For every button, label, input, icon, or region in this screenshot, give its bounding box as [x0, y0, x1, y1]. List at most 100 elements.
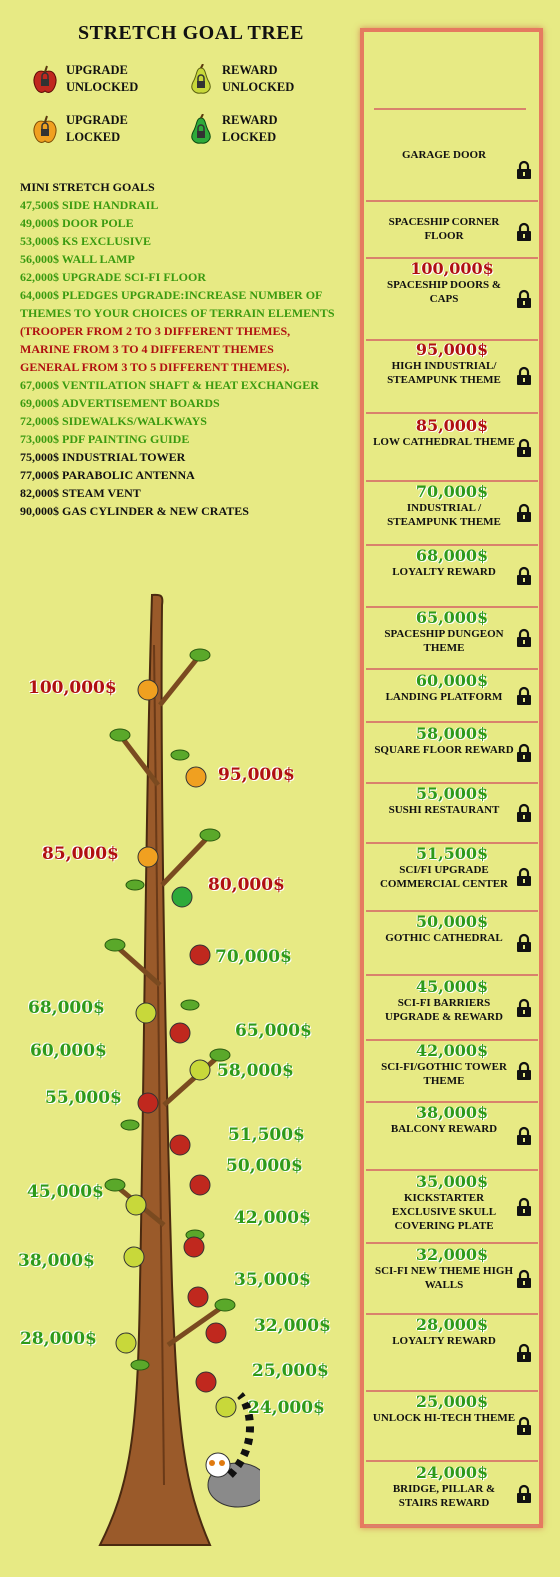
- goal-row: 70,000$ INDUSTRIAL / STEAMPUNK THEME: [366, 482, 538, 546]
- yellow-pear-icon: [191, 64, 211, 94]
- green-pear-icon: [191, 114, 211, 144]
- tree-label: 95,000$: [218, 765, 295, 785]
- goal-description: SPACESHIP DOORS & CAPS: [386, 279, 502, 305]
- lock-icon: [517, 686, 531, 705]
- mini-item: THEMES TO YOUR CHOICES OF TERRAIN ELEMEN…: [20, 306, 335, 320]
- mini-item: MARINE FROM 3 TO 4 DIFFERENT THEMES: [20, 342, 274, 356]
- goal-row: 65,000$ SPACESHIP DUNGEON THEME: [366, 608, 538, 670]
- tree-label: 60,000$: [30, 1041, 107, 1061]
- goal-description: SQUARE FLOOR REWARD: [374, 744, 514, 756]
- mini-item: 47,500$ SIDE HANDRAIL: [20, 198, 159, 212]
- tree-label: 51,500$: [228, 1125, 305, 1145]
- goal-description: BRIDGE, PILLAR & STAIRS REWARD: [392, 1483, 496, 1509]
- goal-amount: 68,000$: [415, 546, 489, 565]
- goal-amount: 55,000$: [415, 784, 489, 803]
- goal-row: GARAGE DOOR: [366, 140, 538, 202]
- goal-description: SPACESHIP CORNER FLOOR: [388, 216, 500, 242]
- goal-amount: 60,000$: [415, 671, 489, 690]
- mini-item: 69,000$ ADVERTISEMENT BOARDS: [20, 396, 220, 410]
- goal-amount: 25,000$: [415, 1392, 489, 1411]
- mini-item: (TROOPER FROM 2 TO 3 DIFFERENT THEMES,: [20, 324, 291, 338]
- mini-item: 82,000$ STEAM VENT: [20, 486, 141, 500]
- goal-description: GARAGE DOOR: [401, 149, 487, 161]
- lock-icon: [517, 1126, 531, 1145]
- tree-label: 58,000$: [217, 1061, 294, 1081]
- goal-description: BALCONY REWARD: [390, 1123, 498, 1135]
- lock-icon: [517, 867, 531, 886]
- goal-row: 45,000$ SCI-FI BARRIERS UPGRADE & REWARD: [366, 977, 538, 1041]
- goal-amount: 65,000$: [415, 608, 489, 627]
- tree-label: 85,000$: [42, 844, 119, 864]
- mini-item: GENERAL FROM 3 TO 5 DIFFERENT THEMES).: [20, 360, 290, 374]
- tree-label: 65,000$: [235, 1021, 312, 1041]
- lock-icon: [517, 628, 531, 647]
- lock-icon: [517, 366, 531, 385]
- mini-item: 49,000$ DOOR POLE: [20, 216, 134, 230]
- legend-upgrade-unlocked: UPGRADE UNLOCKED: [32, 62, 156, 96]
- legend-label: UPGRADE UNLOCKED: [66, 63, 139, 94]
- tree-label: 28,000$: [20, 1329, 97, 1349]
- lock-icon: [517, 1197, 531, 1216]
- lock-icon: [517, 1269, 531, 1288]
- legend-reward-locked: REWARD LOCKED: [188, 112, 312, 146]
- goal-amount: 35,000$: [415, 1172, 489, 1191]
- lock-icon: [517, 160, 531, 179]
- goal-amount: [366, 207, 538, 215]
- lock-icon: [517, 1416, 531, 1435]
- goal-description: SPACESHIP DUNGEON THEME: [384, 628, 504, 654]
- goal-description: SCI-FI BARRIERS UPGRADE & REWARD: [385, 997, 503, 1023]
- goal-row: 51,500$ SCI/FI UPGRADE COMMERCIAL CENTER: [366, 844, 538, 912]
- tree-label: 35,000$: [234, 1270, 311, 1290]
- goal-row: SPACESHIP CORNER FLOOR: [366, 207, 538, 259]
- tree-label: 38,000$: [18, 1251, 95, 1271]
- goal-row: 35,000$ KICKSTARTER EXCLUSIVE SKULL COVER…: [366, 1172, 538, 1244]
- legend-label: UPGRADE LOCKED: [66, 113, 128, 144]
- panel-divider: [374, 108, 526, 110]
- lock-icon: [517, 566, 531, 585]
- legend-label: REWARD LOCKED: [222, 113, 278, 144]
- goal-row: 32,000$ SCI-FI NEW THEME HIGH WALLS: [366, 1245, 538, 1315]
- goal-amount: 58,000$: [415, 724, 489, 743]
- legend-label: REWARD UNLOCKED: [222, 63, 295, 94]
- goal-description: SCI-FI NEW THEME HIGH WALLS: [374, 1265, 514, 1291]
- goal-row: 42,000$ SCI-FI/GOTHIC TOWER THEME: [366, 1041, 538, 1103]
- goal-description: SUSHI RESTAURANT: [388, 804, 500, 816]
- goal-description: UNLOCK HI-TECH THEME: [372, 1412, 516, 1424]
- goal-row: 24,000$ BRIDGE, PILLAR & STAIRS REWARD: [366, 1463, 538, 1527]
- goal-row: 38,000$ BALCONY REWARD: [366, 1103, 538, 1171]
- mini-item: 73,000$ PDF PAINTING GUIDE: [20, 432, 190, 446]
- tree-illustration: [98, 593, 260, 1546]
- lock-icon: [517, 438, 531, 457]
- tree-label: 32,000$: [254, 1316, 331, 1336]
- lock-icon: [517, 1343, 531, 1362]
- lock-icon: [517, 289, 531, 308]
- mini-item: 53,000$ KS EXCLUSIVE: [20, 234, 152, 248]
- lock-icon: [517, 998, 531, 1017]
- mini-item: 64,000$ PLEDGES UPGRADE:INCREASE NUMBER …: [20, 288, 323, 302]
- lock-icon: [517, 222, 531, 241]
- tree-label: 45,000$: [27, 1182, 104, 1202]
- goal-amount: 45,000$: [415, 977, 489, 996]
- mini-item: 90,000$ GAS CYLINDER & NEW CRATES: [20, 504, 249, 518]
- goal-amount: 95,000$: [415, 340, 489, 359]
- mini-item: 77,000$ PARABOLIC ANTENNA: [20, 468, 195, 482]
- goal-amount: 24,000$: [415, 1463, 489, 1482]
- goal-amount: 50,000$: [415, 912, 489, 931]
- goal-description: LOYALTY REWARD: [392, 566, 496, 578]
- tree-label: 80,000$: [208, 875, 285, 895]
- goal-description: LANDING PLATFORM: [385, 691, 503, 703]
- lock-icon: [517, 1061, 531, 1080]
- lock-icon: [517, 933, 531, 952]
- goal-amount: 85,000$: [415, 416, 489, 435]
- goal-row: 25,000$ UNLOCK HI-TECH THEME: [366, 1392, 538, 1462]
- mini-stretch-goals: MINI STRETCH GOALS 47,500$ SIDE HANDRAIL…: [20, 178, 365, 520]
- goal-row: 100,000$ SPACESHIP DOORS & CAPS: [366, 259, 538, 341]
- lock-icon: [517, 1484, 531, 1503]
- tree-label: 100,000$: [28, 678, 117, 698]
- mini-header: MINI STRETCH GOALS: [20, 180, 155, 194]
- goal-amount: 28,000$: [415, 1315, 489, 1334]
- mini-item: 75,000$ INDUSTRIAL TOWER: [20, 450, 186, 464]
- goal-amount: 70,000$: [415, 482, 489, 501]
- legend-upgrade-locked: UPGRADE LOCKED: [32, 112, 156, 146]
- goal-description: LOW CATHEDRAL THEME: [373, 436, 515, 448]
